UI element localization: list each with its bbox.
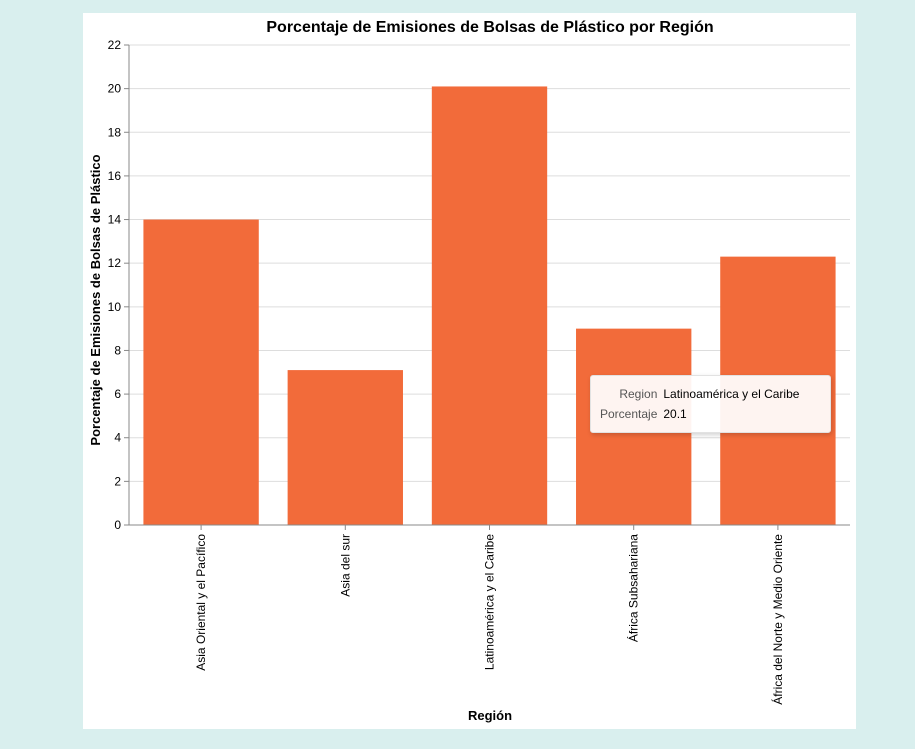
bar[interactable] [431,86,548,526]
y-tick-label: 8 [114,343,121,357]
tooltip-pct-value: 20.1 [663,407,687,421]
bar[interactable] [143,219,259,525]
x-axis-title: Región [468,708,512,723]
y-tick-label: 16 [108,169,122,183]
chart-title: Porcentaje de Emisiones de Bolsas de Plá… [266,19,713,36]
chart-panel: Porcentaje de Emisiones de Bolsas de Plá… [83,13,856,729]
y-tick-label: 18 [108,125,122,139]
y-tick-label: 0 [114,518,121,532]
bar-chart: Porcentaje de Emisiones de Bolsas de Plá… [88,19,850,723]
y-axis-ticks: 0 2 4 6 8 10 12 14 16 18 20 22 [108,38,129,532]
bars [143,86,836,526]
tooltip: Region Latinoamérica y el Caribe Porcent… [590,375,831,433]
y-tick-label: 6 [114,387,121,401]
tooltip-pct-key: Porcentaje [600,407,658,421]
bar[interactable] [287,370,403,525]
y-tick-label: 22 [108,38,122,52]
y-tick-label: 4 [114,431,121,445]
x-tick-label: Asia Oriental y el Pacífico [194,534,208,671]
tooltip-region-value: Latinoamérica y el Caribe [663,387,800,401]
y-tick-label: 2 [114,474,121,488]
y-axis-title: Porcentaje de Emisiones de Bolsas de Plá… [88,154,103,445]
x-axis-ticks: Asia Oriental y el Pacífico Asia del sur L… [194,525,785,705]
x-tick-label: África del Norte y Medio Oriente [770,534,785,705]
x-tick-label: Latinoamérica y el Caribe [483,534,497,670]
y-tick-label: 14 [108,213,122,227]
x-tick-label: Asia del sur [338,534,352,597]
x-tick-label: África Subsahariana [626,534,641,642]
y-tick-label: 12 [108,256,122,270]
y-tick-label: 20 [108,82,122,96]
y-tick-label: 10 [108,300,122,314]
tooltip-region-key: Region [619,387,658,401]
